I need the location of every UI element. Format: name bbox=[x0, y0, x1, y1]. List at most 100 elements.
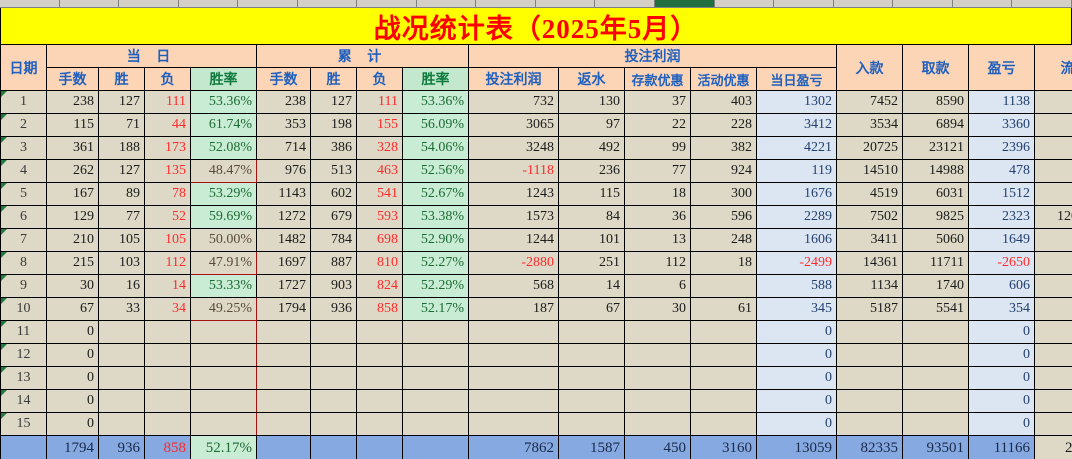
cell-activity-bonus[interactable]: 596 bbox=[690, 205, 757, 229]
cell-daily-win[interactable] bbox=[98, 412, 145, 436]
cell-day-profit-loss[interactable]: 345 bbox=[756, 297, 837, 321]
cell-profit-loss[interactable]: 0 bbox=[968, 412, 1035, 436]
cell-day-profit-loss[interactable]: 0 bbox=[756, 412, 837, 436]
cell-withdraw[interactable]: 6894 bbox=[902, 113, 969, 137]
cell-deposit-bonus[interactable] bbox=[624, 389, 691, 413]
cell-betting-profit[interactable] bbox=[468, 320, 559, 344]
cell-rebate[interactable]: 101 bbox=[558, 228, 625, 252]
cell-daily-win[interactable]: 105 bbox=[98, 228, 145, 252]
cell-turnover[interactable]: 14254 bbox=[1034, 113, 1072, 137]
cell-cum-hands[interactable] bbox=[256, 320, 311, 344]
cell-activity-bonus[interactable] bbox=[690, 389, 757, 413]
cell-profit-loss[interactable]: 1512 bbox=[968, 182, 1035, 206]
cell-betting-profit[interactable]: -2880 bbox=[468, 251, 559, 275]
cell-betting-profit[interactable] bbox=[468, 366, 559, 390]
cell-cum-lose[interactable] bbox=[356, 366, 403, 390]
cell-daily-winrate[interactable] bbox=[190, 389, 257, 413]
cell-activity-bonus[interactable]: 403 bbox=[690, 90, 757, 114]
cell-daily-hands[interactable]: 238 bbox=[46, 90, 99, 114]
cell-profit-loss[interactable]: 0 bbox=[968, 343, 1035, 367]
cell-total-turnover[interactable]: 234707 bbox=[1034, 435, 1072, 459]
cell-deposit-bonus[interactable]: 6 bbox=[624, 274, 691, 298]
cell-cum-hands[interactable] bbox=[256, 366, 311, 390]
cell-activity-bonus[interactable] bbox=[690, 412, 757, 436]
cell-daily-lose[interactable]: 173 bbox=[144, 136, 191, 160]
cell-daily-hands[interactable]: 210 bbox=[46, 228, 99, 252]
cell-daily-winrate[interactable] bbox=[190, 343, 257, 367]
cell-betting-profit[interactable]: 1243 bbox=[468, 182, 559, 206]
cell-deposit[interactable] bbox=[836, 343, 903, 367]
cell-day-profit-loss[interactable]: 0 bbox=[756, 389, 837, 413]
cell-turnover[interactable] bbox=[1034, 389, 1072, 413]
cell-daily-hands[interactable]: 0 bbox=[46, 366, 99, 390]
column-letter-10[interactable] bbox=[595, 0, 656, 7]
cell-cum-lose[interactable] bbox=[356, 320, 403, 344]
cell-activity-bonus[interactable]: 924 bbox=[690, 159, 757, 183]
cell-total-deposit[interactable]: 82335 bbox=[836, 435, 903, 459]
cell-withdraw[interactable]: 1740 bbox=[902, 274, 969, 298]
cell-cum-win[interactable] bbox=[310, 366, 357, 390]
cell-turnover[interactable]: 43639 bbox=[1034, 251, 1072, 275]
cell-daily-lose[interactable] bbox=[144, 343, 191, 367]
cell-deposit-bonus[interactable] bbox=[624, 343, 691, 367]
cell-rebate[interactable]: 492 bbox=[558, 136, 625, 160]
cell-daily-lose[interactable] bbox=[144, 320, 191, 344]
cell-deposit[interactable] bbox=[836, 320, 903, 344]
cell-profit-loss[interactable]: 1138 bbox=[968, 90, 1035, 114]
cell-cum-lose[interactable]: 824 bbox=[356, 274, 403, 298]
cell-daily-winrate[interactable]: 53.29% bbox=[190, 182, 257, 206]
cell-rebate[interactable]: 130 bbox=[558, 90, 625, 114]
column-letter-12[interactable] bbox=[714, 0, 775, 7]
cell-daily-win[interactable] bbox=[98, 389, 145, 413]
cell-withdraw[interactable]: 6031 bbox=[902, 182, 969, 206]
cell-profit-loss[interactable]: 0 bbox=[968, 320, 1035, 344]
cell-cum-hands[interactable]: 1794 bbox=[256, 297, 311, 321]
cell-deposit-bonus[interactable] bbox=[624, 412, 691, 436]
cell-cum-hands[interactable]: 1272 bbox=[256, 205, 311, 229]
cell-turnover[interactable]: 2213 bbox=[1034, 274, 1072, 298]
cell-deposit[interactable] bbox=[836, 389, 903, 413]
cell-rebate[interactable] bbox=[558, 343, 625, 367]
cell-daily-hands[interactable]: 262 bbox=[46, 159, 99, 183]
cell-cum-win[interactable]: 679 bbox=[310, 205, 357, 229]
cell-withdraw[interactable] bbox=[902, 412, 969, 436]
cell-day-profit-loss[interactable]: -2499 bbox=[756, 251, 837, 275]
cell-activity-bonus[interactable]: 61 bbox=[690, 297, 757, 321]
cell-daily-win[interactable]: 71 bbox=[98, 113, 145, 137]
cell-cum-winrate[interactable]: 54.06% bbox=[402, 136, 469, 160]
cell-daily-win[interactable]: 89 bbox=[98, 182, 145, 206]
cell-activity-bonus[interactable]: 18 bbox=[690, 251, 757, 275]
cell-profit-loss[interactable]: 354 bbox=[968, 297, 1035, 321]
cell-date[interactable]: 9 bbox=[0, 274, 47, 298]
cell-cum-win[interactable]: 887 bbox=[310, 251, 357, 275]
cell-date[interactable]: 15 bbox=[0, 412, 47, 436]
column-letter-8[interactable] bbox=[476, 0, 536, 7]
column-letter-0[interactable] bbox=[0, 0, 60, 7]
cell-cum-winrate[interactable] bbox=[402, 366, 469, 390]
cell-daily-winrate[interactable]: 49.25% bbox=[190, 297, 257, 321]
cell-deposit[interactable]: 20725 bbox=[836, 136, 903, 160]
column-letter-5[interactable] bbox=[297, 0, 358, 7]
cell-daily-win[interactable]: 33 bbox=[98, 297, 145, 321]
cell-date[interactable]: 5 bbox=[0, 182, 47, 206]
cell-rebate[interactable]: 97 bbox=[558, 113, 625, 137]
cell-daily-hands[interactable]: 361 bbox=[46, 136, 99, 160]
cell-cum-hands[interactable]: 1697 bbox=[256, 251, 311, 275]
cell-rebate[interactable]: 251 bbox=[558, 251, 625, 275]
cell-deposit-bonus[interactable]: 13 bbox=[624, 228, 691, 252]
cell-withdraw[interactable] bbox=[902, 389, 969, 413]
cell-deposit[interactable]: 3411 bbox=[836, 228, 903, 252]
cell-day-profit-loss[interactable]: 3412 bbox=[756, 113, 837, 137]
cell-total-date[interactable] bbox=[0, 435, 47, 459]
cell-rebate[interactable]: 67 bbox=[558, 297, 625, 321]
cell-total-cum-lose[interactable] bbox=[356, 435, 403, 459]
cell-day-profit-loss[interactable]: 1302 bbox=[756, 90, 837, 114]
column-letter-2[interactable] bbox=[119, 0, 179, 7]
cell-date[interactable]: 14 bbox=[0, 389, 47, 413]
cell-turnover[interactable]: 33068 bbox=[1034, 159, 1072, 183]
cell-cum-hands[interactable]: 238 bbox=[256, 90, 311, 114]
cell-day-profit-loss[interactable]: 2289 bbox=[756, 205, 837, 229]
cell-betting-profit[interactable]: 3248 bbox=[468, 136, 559, 160]
column-letter-9[interactable] bbox=[535, 0, 596, 7]
cell-deposit[interactable]: 1134 bbox=[836, 274, 903, 298]
